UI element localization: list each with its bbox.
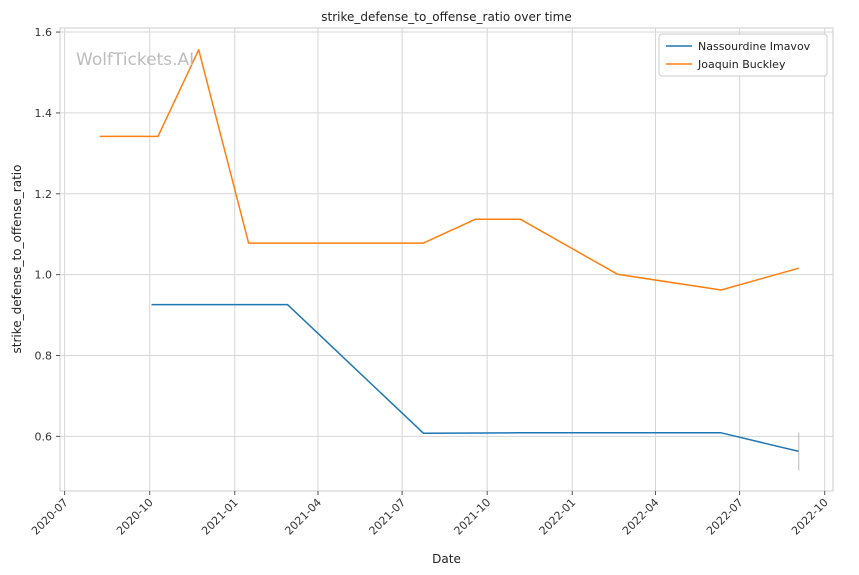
x-tick-label: 2022-07 (704, 496, 746, 538)
x-tick-label: 2022-10 (789, 496, 831, 538)
x-tick-label: 2022-04 (620, 496, 662, 538)
grid-lines (60, 28, 833, 491)
x-tick-label: 2021-01 (199, 496, 241, 538)
y-tick-labels: 0.6 0.8 1.0 1.2 1.4 1.6 (35, 26, 60, 443)
x-tick-label: 2021-04 (282, 496, 324, 538)
y-tick-label: 1.6 (35, 26, 53, 39)
series-line-0 (151, 303, 799, 453)
y-tick-label: 1.4 (35, 107, 53, 120)
x-tick-label: 2020-10 (114, 496, 156, 538)
plot-frame (59, 27, 834, 492)
watermark-text: WolfTickets.AI (76, 50, 194, 70)
y-tick-label: 1.2 (35, 188, 53, 201)
x-tick-labels: 2020-07 2020-10 2021-01 2021-04 2021-07 2021-… (29, 491, 831, 538)
y-axis-title: strike_defense_to_offense_ratio (10, 165, 24, 354)
y-tick-label: 0.8 (35, 350, 53, 363)
y-tick-label: 1.0 (35, 269, 53, 282)
plot-background (60, 28, 833, 491)
x-tick-label: 2021-07 (367, 496, 409, 538)
chart-title: strike_defense_to_offense_ratio over tim… (321, 10, 571, 24)
legend-label-buckley: Joaquin Buckley (697, 58, 786, 71)
series-layer (99, 49, 800, 471)
x-tick-label: 2021-10 (452, 496, 494, 538)
legend-box (658, 33, 828, 77)
legend: Nassourdine Imavov Joaquin Buckley (658, 33, 828, 77)
legend-label-imavov: Nassourdine Imavov (698, 40, 811, 53)
x-tick-label: 2022-01 (537, 496, 579, 538)
y-tick-label: 0.6 (35, 430, 53, 443)
series-line-1 (99, 49, 800, 291)
x-tick-label: 2020-07 (29, 496, 71, 538)
x-axis-title: Date (432, 552, 461, 566)
